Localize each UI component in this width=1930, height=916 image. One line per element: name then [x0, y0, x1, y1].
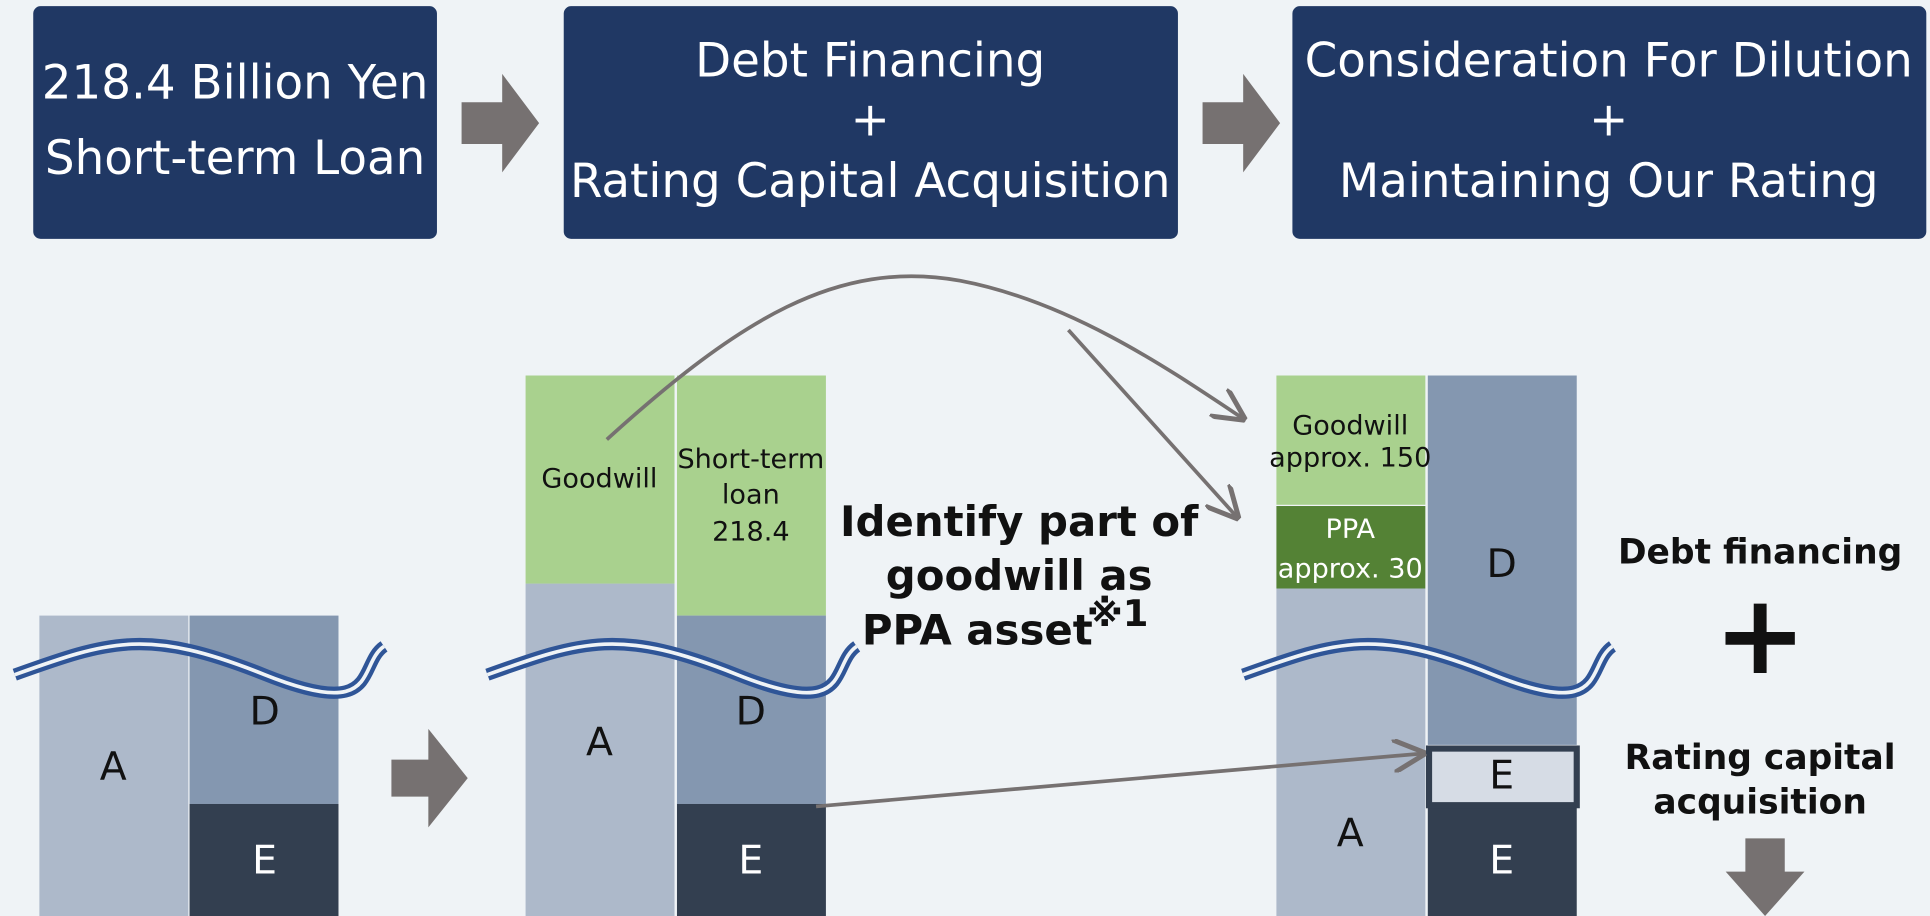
label: E — [252, 838, 277, 884]
label: D — [1486, 541, 1516, 587]
note: goodwill as — [886, 551, 1153, 600]
label: A — [586, 719, 613, 765]
label: D — [736, 689, 766, 735]
equity — [189, 803, 339, 916]
outcome: acquisition — [1653, 782, 1866, 822]
arrow — [461, 73, 540, 173]
step-text: + — [851, 94, 890, 148]
step-box — [563, 6, 1178, 239]
new-equity — [1425, 745, 1580, 809]
label: A — [100, 744, 127, 790]
outcome: Rating capital — [1625, 738, 1896, 778]
loan — [676, 375, 826, 616]
step-text: Short-term Loan — [45, 132, 425, 186]
label: approx. 150 — [1269, 443, 1431, 474]
arrow — [1202, 73, 1281, 173]
outcome: Debt financing — [1618, 533, 1902, 573]
step-text: Maintaining Our Rating — [1339, 155, 1879, 209]
label: A — [1337, 810, 1364, 856]
step-box — [33, 6, 437, 239]
label: PPA — [1326, 514, 1376, 545]
label: 218.4 — [712, 517, 790, 548]
label: E — [1489, 753, 1514, 799]
note: PPA asset — [862, 605, 1093, 654]
goodwill — [525, 375, 675, 584]
label: Goodwill — [1292, 411, 1408, 442]
step-text: Rating Capital Acquisition — [570, 155, 1171, 209]
step-text: Debt Financing — [695, 35, 1045, 89]
debt — [676, 615, 826, 804]
label: E — [738, 838, 763, 884]
step-box — [1292, 6, 1927, 239]
label: loan — [722, 480, 780, 511]
assets — [1276, 588, 1426, 916]
equity — [676, 803, 826, 916]
step-text: Consideration For Dilution — [1305, 35, 1913, 89]
debt — [189, 615, 339, 804]
ppa — [1276, 506, 1426, 589]
arrow — [1725, 838, 1805, 916]
break-marks — [12, 637, 1617, 699]
connector — [605, 274, 1423, 809]
label: D — [249, 689, 279, 735]
label: approx. 30 — [1278, 554, 1423, 585]
arrow — [391, 728, 468, 828]
step-text: + — [1589, 94, 1628, 148]
plus: + — [1714, 571, 1807, 700]
label: Goodwill — [541, 464, 657, 495]
goodwill — [1276, 375, 1426, 505]
label: Short-term — [677, 444, 824, 475]
equity — [1427, 806, 1577, 916]
note: Identify part of — [840, 497, 1199, 546]
assets — [39, 615, 189, 916]
step-text: 218.4 Billion Yen — [42, 57, 429, 111]
label: E — [1489, 838, 1514, 884]
note-mark: ※1 — [1087, 592, 1149, 635]
